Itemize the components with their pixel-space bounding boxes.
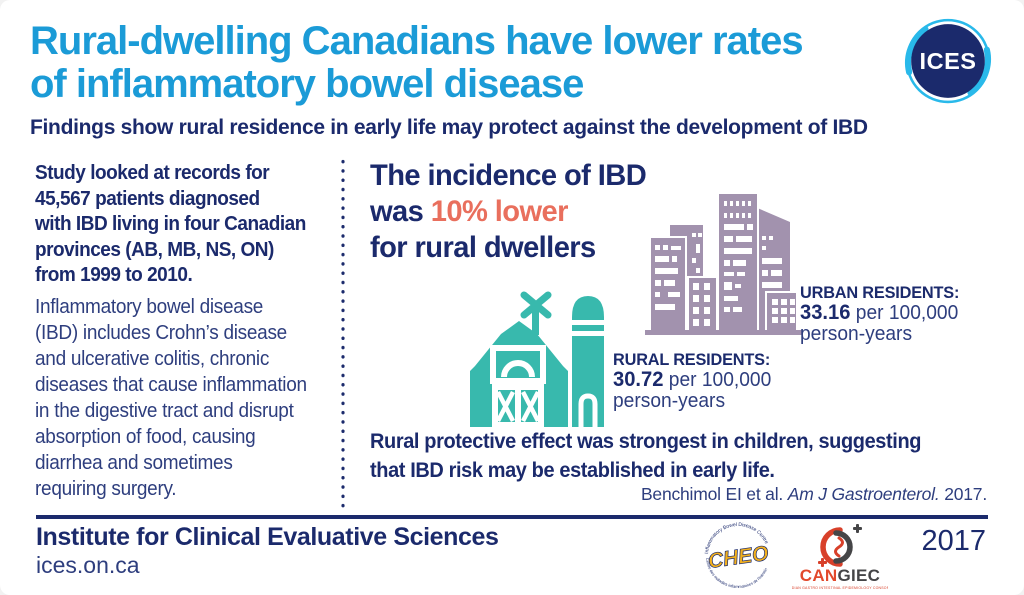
dotted-divider	[341, 157, 345, 509]
rural-stat: RURAL RESIDENTS: 30.72 per 100,000 perso…	[613, 350, 771, 412]
footer-website-link[interactable]: ices.on.ca	[36, 552, 140, 578]
study-description-text: Inflammatory bowel disease (IBD) include…	[35, 296, 307, 500]
highlight-10-percent: 10% lower	[430, 195, 569, 228]
cheo-logo: Inflammatory Bowel Disease Centre Centre…	[701, 519, 775, 593]
urban-stat-unit: person-years	[800, 323, 913, 345]
urban-stat-label: URBAN RESIDENTS:	[800, 283, 960, 302]
citation-journal: Am J Gastroenterol.	[787, 484, 940, 504]
key-finding-statement: The incidence of IBD was 10% lower for r…	[370, 158, 647, 266]
study-summary-text: Study looked at records for 45,567 patie…	[35, 162, 306, 286]
footer-divider	[36, 515, 988, 519]
page-subtitle: Findings show rural residence in early l…	[30, 116, 868, 139]
rural-stat-unit: person-years	[613, 390, 726, 412]
rural-stat-label: RURAL RESIDENTS:	[613, 350, 771, 369]
key-finding-line3: for rural dwellers	[370, 231, 596, 264]
cangiec-tagline: CANADIAN GASTRO INTESTINAL EPIDEMIOLOGY …	[792, 586, 888, 590]
conclusion-text: Rural protective effect was strongest in…	[370, 430, 922, 482]
footer-year: 2017	[921, 525, 986, 557]
footer-org-name: Institute for Clinical Evaluative Scienc…	[36, 523, 499, 551]
cangiec-cross-red	[818, 558, 827, 567]
cangiec-logo: CANGIEC CANADIAN GASTRO INTESTINAL EPIDE…	[792, 524, 888, 590]
cangiec-cross-gray	[853, 524, 862, 533]
city-buildings-icon	[645, 192, 802, 335]
urban-stat-value: 33.16	[800, 301, 851, 324]
citation: Benchimol EI et al. Am J Gastroenterol. …	[640, 484, 987, 504]
ices-logo: ICES	[904, 18, 992, 104]
page-title: Rural-dwelling Canadians have lower rate…	[30, 19, 804, 106]
ices-logo-text: ICES	[920, 48, 977, 74]
cangiec-logo-text: CANGIEC	[800, 566, 881, 585]
cheo-logo-text: CHEO	[707, 542, 770, 573]
urban-stat-value-row: 33.16 per 100,000	[800, 301, 959, 325]
barn-icon	[470, 291, 604, 427]
rural-stat-value: 30.72	[613, 368, 664, 391]
urban-stat: URBAN RESIDENTS: 33.16 per 100,000 perso…	[800, 283, 959, 345]
rural-stat-value-row: 30.72 per 100,000	[613, 368, 772, 392]
key-finding-line2: was 10% lower	[370, 195, 569, 228]
key-finding-line1: The incidence of IBD	[370, 159, 647, 192]
